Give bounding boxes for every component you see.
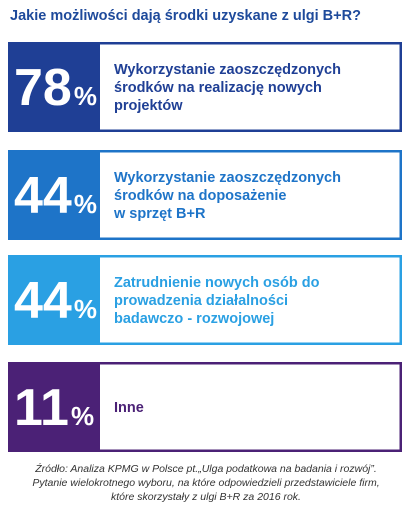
bar-category-label: badawczo - rozwojowej: [114, 311, 274, 327]
bar-outline: [100, 150, 402, 240]
bar-category-label: prowadzenia działalności: [114, 293, 288, 309]
source-note-line-3: które skorzystały z ulgi B+R za 2016 rok…: [111, 491, 301, 503]
bar-outline: [100, 42, 402, 132]
bar-outline: [100, 255, 402, 345]
bar-row: 44%Wykorzystanie zaoszczędzonychśrodków …: [8, 150, 402, 240]
source-note: Źródło: Analiza KPMG w Polsce pt.„Ulga p…: [8, 462, 404, 504]
bar-value-block: [8, 150, 100, 240]
source-note-line-1: Źródło: Analiza KPMG w Polsce pt.„Ulga p…: [35, 463, 377, 475]
bar-row: 11% Inne: [8, 362, 402, 452]
bar-category-label: Wykorzystanie zaoszczędzonych: [114, 170, 341, 186]
bar-category-label: Inne: [114, 400, 144, 416]
source-note-line-2: Pytanie wielokrotnego wyboru, na które o…: [32, 477, 380, 489]
bar-category-label: środków na doposażenie: [114, 188, 286, 204]
bar-value-block: [8, 255, 100, 345]
bar-value-block: [8, 362, 100, 452]
bar-outline: [100, 362, 402, 452]
bar-row: 44%Zatrudnienie nowych osób doprowadzeni…: [8, 255, 402, 345]
bar-category-label: Zatrudnienie nowych osób do: [114, 275, 320, 291]
bar-category-label: projektów: [114, 98, 183, 114]
chart-title: Jakie możliwości dają środki uzyskane z …: [10, 8, 361, 24]
bar-row: 78%Wykorzystanie zaoszczędzonychśrodków …: [8, 42, 402, 132]
bar-category-label: w sprzęt B+R: [113, 206, 206, 222]
bar-value-block: [8, 42, 100, 132]
bar-category-label: środków na realizację nowych: [114, 80, 322, 96]
bar-category-label: Wykorzystanie zaoszczędzonych: [114, 62, 341, 78]
